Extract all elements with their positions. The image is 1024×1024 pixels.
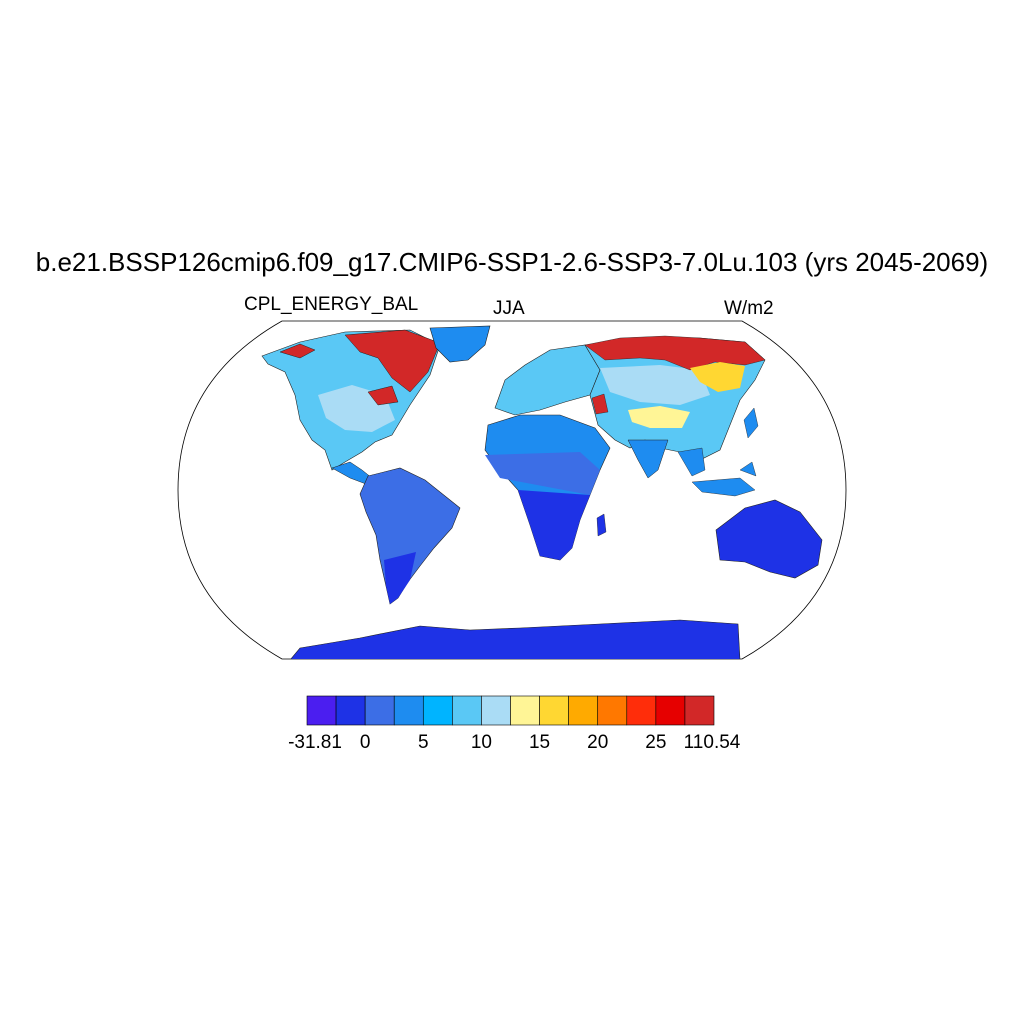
colorbar-swatch	[626, 695, 657, 726]
new-zealand	[825, 575, 839, 601]
india	[627, 439, 669, 479]
japan	[743, 407, 759, 439]
colorbar-swatch	[510, 695, 540, 726]
colorbar-tick-label: 5	[417, 732, 429, 753]
units-label: W/m2	[724, 298, 774, 319]
asia-interior	[600, 365, 710, 405]
colorbar-swatch	[539, 695, 569, 726]
colorbar-swatch	[655, 695, 686, 726]
colorbar-tick-label: 110.54	[683, 732, 741, 753]
sahel	[485, 452, 600, 495]
colorbar-tick-label: 25	[645, 732, 667, 753]
siberia	[584, 335, 766, 371]
caspian-region	[591, 393, 609, 415]
australia	[715, 499, 823, 579]
colorbar-tick-label: 0	[359, 732, 371, 753]
colorbar-swatch	[568, 695, 599, 726]
colorbar-swatch	[364, 695, 395, 726]
antarctica	[289, 619, 741, 659]
tibetan-plateau	[628, 406, 690, 428]
figure-title: b.e21.BSSP126cmip6.f09_g17.CMIP6-SSP1-2.…	[35, 247, 989, 277]
colorbar-swatch	[422, 695, 453, 726]
madagascar	[596, 513, 607, 537]
northeast-siberia	[690, 362, 745, 392]
canadian-arctic-islands	[279, 343, 399, 406]
southern-africa	[518, 490, 590, 560]
colorbar-tick-label: 20	[587, 732, 609, 753]
colorbar-tick-label: 15	[528, 732, 551, 753]
greenland	[429, 325, 491, 363]
colorbar-swatch	[597, 695, 628, 726]
variable-label: CPL_ENERGY_BAL	[244, 294, 419, 315]
colorbar-swatch	[306, 695, 337, 726]
colorbar-swatch	[684, 695, 715, 726]
colorbar-swatch	[452, 695, 482, 726]
colorbar-tick-label: 10	[470, 732, 492, 753]
canadian-arctic	[344, 329, 441, 393]
south-america-south	[384, 552, 416, 604]
colorbar-tick-label: -31.81	[288, 732, 342, 753]
colorbar-swatch	[393, 695, 424, 726]
season-label: JJA	[493, 298, 525, 319]
colorbar-swatch	[335, 695, 366, 726]
southeast-asia	[677, 447, 757, 497]
colorbar	[306, 695, 715, 726]
colorbar-swatch	[481, 695, 511, 726]
